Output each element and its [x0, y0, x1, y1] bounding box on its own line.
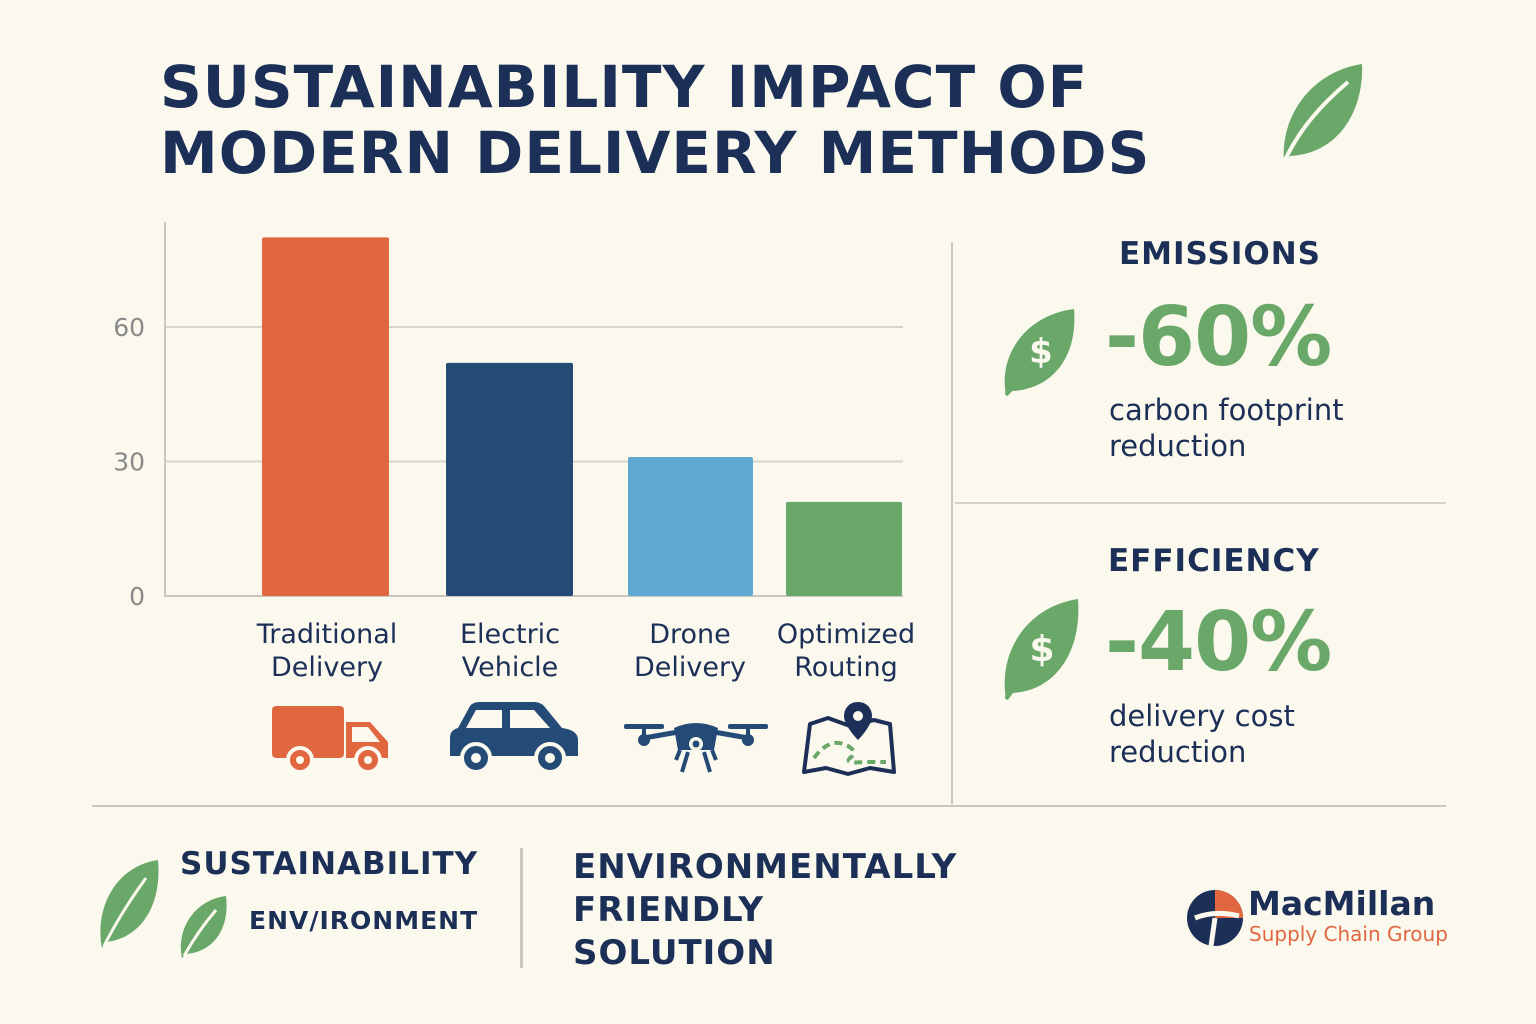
leaf-icon: [1282, 64, 1363, 163]
solution-line-1: ENVIRONMENTALLY: [573, 847, 958, 887]
leaf-dollar-icon: $: [1004, 599, 1079, 701]
efficiency-heading: EFFICIENCY: [1108, 543, 1320, 579]
bar-traditional-delivery: [262, 237, 389, 597]
sustainability-label: SUSTAINABILITY: [180, 846, 479, 882]
solution-line-2: FRIENDLY: [573, 890, 764, 930]
drone-icon: [624, 723, 768, 773]
brand-name: MacMillan: [1248, 884, 1436, 923]
title-line-2: MODERN DELIVERY METHODS: [160, 119, 1151, 187]
car-icon: [450, 702, 578, 774]
leaf-icon: [180, 896, 227, 958]
emissions-heading: EMISSIONS: [1119, 236, 1321, 272]
brand-logo: [1187, 890, 1243, 947]
environment-label: ENV/IRONMENT: [249, 906, 479, 935]
vertical-divider: [951, 242, 953, 804]
map-route-icon: [802, 702, 896, 776]
category-label: Drone: [649, 619, 731, 650]
footer-vertical-divider: [520, 848, 523, 968]
efficiency-value: -40%: [1105, 595, 1332, 690]
page-title: SUSTAINABILITY IMPACT OF MODERN DELIVERY…: [160, 54, 1260, 186]
brand-subtitle: Supply Chain Group: [1249, 922, 1448, 946]
category-label: Delivery: [634, 652, 746, 683]
svg-text:$: $: [1029, 629, 1054, 670]
bar-drone-delivery: [628, 457, 753, 596]
y-tick-label: 60: [113, 313, 145, 342]
y-tick-label: 30: [113, 448, 145, 477]
category-label: Optimized: [777, 619, 915, 650]
bar-optimized-routing: [786, 501, 902, 596]
efficiency-description: delivery cost reduction: [1109, 699, 1295, 769]
leaf-dollar-icon: $: [1004, 309, 1075, 397]
solution-text: ENVIRONMENTALLY FRIENDLY SOLUTION: [573, 846, 957, 975]
emissions-description: carbon footprint reduction: [1109, 393, 1344, 463]
footer-divider: [92, 805, 1446, 807]
emissions-value: -60%: [1105, 290, 1332, 385]
solution-line-3: SOLUTION: [573, 933, 776, 973]
category-label: Electric: [460, 619, 560, 650]
y-tick-label: 0: [129, 582, 145, 611]
title-line-1: SUSTAINABILITY IMPACT OF: [160, 53, 1089, 121]
bar-electric-vehicle: [446, 362, 573, 596]
truck-icon: [272, 706, 388, 774]
svg-text:$: $: [1029, 332, 1053, 372]
category-label: Traditional: [256, 619, 398, 650]
category-label: Vehicle: [462, 652, 559, 683]
category-label: Routing: [794, 652, 898, 683]
leaf-icon: [100, 860, 159, 948]
stats-divider: [955, 502, 1446, 504]
category-label: Delivery: [271, 652, 383, 683]
